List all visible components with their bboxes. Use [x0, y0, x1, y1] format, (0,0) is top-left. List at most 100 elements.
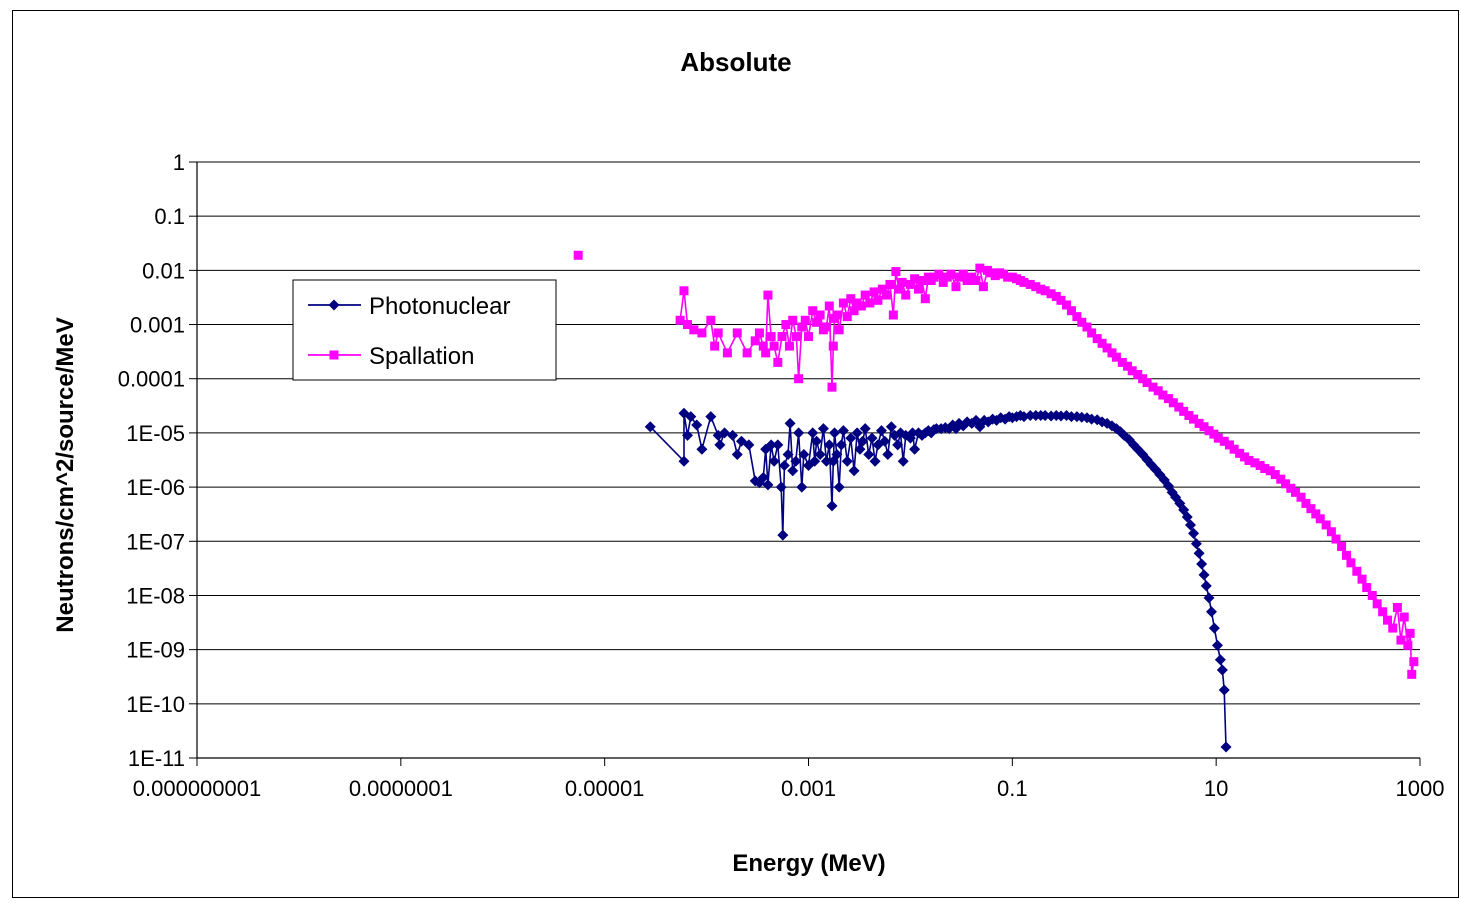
data-point — [821, 322, 831, 332]
data-point — [831, 448, 843, 460]
data-point — [731, 448, 743, 460]
data-point — [1206, 606, 1218, 618]
data-point — [824, 301, 834, 311]
data-point — [758, 341, 768, 351]
data-point — [1229, 444, 1239, 454]
y-tick-label: 1E-11 — [128, 746, 185, 771]
data-point — [722, 348, 732, 358]
legend-label: Photonuclear — [369, 293, 510, 320]
data-point — [1194, 418, 1204, 428]
data-point — [1214, 654, 1226, 666]
data-point — [851, 427, 863, 439]
data-point — [929, 272, 939, 282]
data-point — [1072, 312, 1082, 322]
data-point — [817, 423, 829, 435]
data-point — [809, 455, 821, 467]
data-point — [773, 357, 783, 367]
data-point — [1270, 470, 1280, 480]
data-point — [754, 328, 764, 338]
legend-entry-photonuclear: Photonuclear — [308, 293, 510, 320]
data-point — [1174, 402, 1184, 412]
data-point — [1200, 580, 1212, 592]
data-point — [812, 317, 822, 327]
data-point — [859, 423, 871, 435]
data-point — [713, 328, 723, 338]
data-point — [1204, 426, 1214, 436]
data-point — [781, 320, 791, 330]
data-point — [1216, 664, 1228, 676]
data-point — [905, 279, 915, 289]
data-point — [1153, 386, 1163, 396]
data-point — [1203, 592, 1215, 604]
data-point — [1193, 547, 1205, 559]
series-layer — [573, 250, 1419, 753]
data-point — [1097, 338, 1107, 348]
data-point — [875, 425, 887, 437]
data-point — [1403, 640, 1413, 650]
data-point — [777, 529, 789, 541]
data-point — [857, 435, 869, 447]
series-line — [649, 413, 1227, 747]
data-point — [787, 465, 799, 477]
data-point — [791, 332, 801, 342]
data-point — [1142, 378, 1152, 388]
data-point — [1148, 382, 1158, 392]
data-point — [1265, 466, 1275, 476]
data-point — [856, 301, 866, 311]
data-point — [775, 481, 787, 493]
y-tick-label: 1 — [173, 150, 185, 175]
data-point — [1315, 514, 1325, 524]
data-point — [869, 455, 881, 467]
data-point — [697, 328, 707, 338]
data-point — [757, 472, 769, 484]
data-point — [958, 269, 968, 279]
data-point — [710, 341, 720, 351]
y-tick-label: 0.1 — [154, 204, 185, 229]
series-photonuclear — [644, 407, 1232, 753]
data-point — [782, 448, 794, 460]
data-point — [1019, 277, 1029, 287]
data-point — [1046, 289, 1056, 299]
data-point — [1025, 279, 1035, 289]
data-point — [1117, 357, 1127, 367]
data-point — [975, 263, 985, 273]
data-point — [765, 439, 777, 451]
data-point — [797, 322, 807, 332]
data-point — [772, 439, 784, 451]
data-point — [750, 336, 760, 346]
data-point — [1357, 574, 1367, 584]
data-point — [860, 290, 870, 300]
data-point — [678, 455, 690, 467]
data-point — [833, 481, 845, 493]
data-point — [761, 348, 771, 358]
data-point — [683, 320, 693, 330]
data-point — [842, 312, 852, 322]
data-point — [1331, 534, 1341, 544]
data-point — [796, 481, 808, 493]
data-point — [1301, 498, 1311, 508]
data-point — [820, 455, 832, 467]
data-point — [808, 306, 818, 316]
data-point — [1388, 623, 1398, 633]
data-point — [743, 439, 755, 451]
data-point — [897, 277, 907, 287]
data-point — [1378, 607, 1388, 617]
data-point — [815, 310, 825, 320]
data-point — [1244, 455, 1254, 465]
data-point — [826, 500, 838, 512]
data-point — [1061, 300, 1071, 310]
data-point — [1127, 366, 1137, 376]
data-point — [1321, 520, 1331, 530]
data-point — [828, 341, 838, 351]
data-point — [1311, 509, 1321, 519]
y-tick-label: 1E-06 — [126, 475, 185, 500]
data-point — [1276, 474, 1286, 484]
data-point — [1189, 414, 1199, 424]
data-point — [804, 332, 813, 342]
data-point — [1407, 669, 1417, 679]
data-point — [869, 287, 879, 297]
data-point — [846, 294, 856, 304]
data-point — [1199, 422, 1209, 432]
data-point — [644, 421, 656, 433]
data-point — [946, 269, 956, 279]
